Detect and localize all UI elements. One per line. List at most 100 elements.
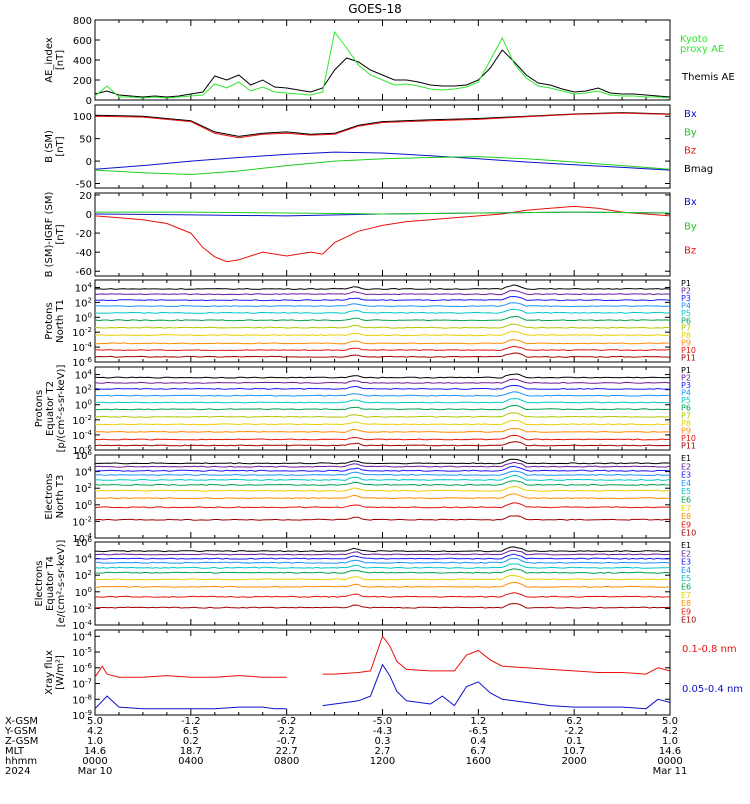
ae-ytick-label: 0 xyxy=(86,96,92,107)
pe-series-P6 xyxy=(94,404,671,411)
pe-series-P8 xyxy=(94,419,671,426)
ee-series-E6 xyxy=(94,568,671,574)
xray-ylabel: Xray flux xyxy=(44,650,55,695)
bsm-frame xyxy=(94,104,671,189)
xray-ylabel: [W/m²] xyxy=(55,655,66,690)
xray-ytick-label: 10-8 xyxy=(72,693,92,706)
xaxis-value: 22.7 xyxy=(276,746,298,757)
pn-ylabel: Protons xyxy=(44,302,55,339)
xaxis-row-label: X-GSM xyxy=(5,716,38,727)
pe-series-P4 xyxy=(94,391,670,397)
bdiff-ytick-label: 0 xyxy=(86,210,92,221)
xaxis-value: 0000 xyxy=(657,756,682,767)
bdiff-series-Bz xyxy=(94,205,671,263)
bdiff-ylabel: B (SM)-IGRF (SM) xyxy=(44,192,55,278)
ee-series-E7 xyxy=(94,574,671,581)
en-series-E2 xyxy=(94,461,671,468)
pe-legend-p2: P2 xyxy=(681,374,691,383)
xaxis-value: 0400 xyxy=(178,756,203,767)
en-series-E9 xyxy=(94,502,671,509)
ee-ytick-label: 102 xyxy=(75,569,92,582)
pn-legend-p7: P7 xyxy=(681,324,691,333)
ee-legend-e1: E1 xyxy=(681,541,691,550)
ee-legend-e6: E6 xyxy=(681,583,691,592)
xaxis-value: -1.2 xyxy=(181,716,201,727)
ee-legend-e2: E2 xyxy=(681,549,691,558)
plot-title: GOES-18 xyxy=(348,2,402,16)
ae-ytick-label: 800 xyxy=(73,16,92,27)
pn-ytick-label: 10-2 xyxy=(72,326,92,339)
ee-series-E5 xyxy=(94,563,671,569)
pn-series-P11 xyxy=(94,352,671,358)
ee-ytick-label: 10-2 xyxy=(72,602,92,615)
xray-legend-long: 0.1-0.8 nm xyxy=(682,644,737,655)
ae-ylabel: AE_index xyxy=(44,37,55,83)
en-legend-e7: E7 xyxy=(681,504,691,513)
pn-ytick-label: 102 xyxy=(75,296,92,309)
en-series-E1 xyxy=(94,458,671,465)
en-legend-e1: E1 xyxy=(681,454,691,463)
xaxis-value: 0.1 xyxy=(566,736,582,747)
ee-ylabel: Equator T4 xyxy=(45,556,56,611)
pn-series-P1 xyxy=(94,284,671,290)
en-series-E7 xyxy=(94,485,671,492)
bdiff-legend-bx: Bx xyxy=(684,197,697,208)
ee-series-E8 xyxy=(94,581,671,588)
pn-series-P8 xyxy=(94,330,671,337)
en-series-E8 xyxy=(94,493,671,500)
bsm-ytick-label: -50 xyxy=(76,180,92,191)
ee-series-E9 xyxy=(94,592,670,598)
en-legend-e3: E3 xyxy=(681,471,691,480)
pe-ytick-label: 100 xyxy=(75,399,92,412)
ee-legend-e5: E5 xyxy=(681,574,691,583)
pn-legend-p3: P3 xyxy=(681,294,691,303)
bsm-ytick-label: 100 xyxy=(73,112,92,123)
pe-series-P3 xyxy=(94,384,670,390)
xray-ytick-label: 10-5 xyxy=(72,646,92,659)
en-legend-e5: E5 xyxy=(681,487,691,496)
ee-legend-e4: E4 xyxy=(681,566,691,575)
xaxis-value: 14.6 xyxy=(659,746,681,757)
ee-ytick-label: 104 xyxy=(75,553,93,566)
xaxis-value: 1.0 xyxy=(87,736,103,747)
bsm-series-Bmag xyxy=(94,112,671,137)
en-legend-e8: E8 xyxy=(681,512,691,521)
ee-legend-e7: E7 xyxy=(681,591,691,600)
bsm-legend-bz: Bz xyxy=(684,146,696,157)
ee-legend-e3: E3 xyxy=(681,558,691,567)
xaxis-value: 1.2 xyxy=(470,716,486,727)
pe-ytick-label: 10-2 xyxy=(72,414,92,427)
bdiff-frame xyxy=(94,192,671,277)
xray-series-0-1-0-8-nm xyxy=(322,635,671,675)
pn-legend-p8: P8 xyxy=(681,331,691,340)
xaxis-value: 4.2 xyxy=(87,726,103,737)
xray-series-0-05-0-4-nm xyxy=(94,695,287,710)
pe-series-P1 xyxy=(94,373,671,379)
en-legend-e6: E6 xyxy=(681,496,691,505)
pe-ytick-label: 104 xyxy=(75,369,93,382)
ae-series-Kyoto-proxy-AE xyxy=(94,30,671,99)
bsm-ylabel: [nT] xyxy=(55,136,66,156)
pn-legend-p2: P2 xyxy=(681,286,691,295)
ee-ylabel: [e/(cm²-s-sr-keV)] xyxy=(56,540,67,628)
xray-frame xyxy=(94,629,671,716)
en-legend-e9: E9 xyxy=(681,520,691,529)
bsm-series-By xyxy=(94,156,671,176)
en-series-E4 xyxy=(94,470,671,476)
xray-ytick-label: 10-7 xyxy=(72,678,92,691)
en-ytick-label: 102 xyxy=(75,482,92,495)
ae-ytick-label: 600 xyxy=(73,36,92,47)
xaxis-value: -4.3 xyxy=(373,726,393,737)
pe-legend-p9: P9 xyxy=(681,426,691,435)
en-series-E3 xyxy=(94,465,671,472)
pn-legend-p4: P4 xyxy=(681,301,691,310)
bdiff-legend-by: By xyxy=(684,221,697,232)
pe-legend-p10: P10 xyxy=(681,434,696,443)
ae-legend-kyoto: Kyoto xyxy=(680,34,708,45)
en-legend-e2: E2 xyxy=(681,462,691,471)
ae-legend-themis: Themis AE xyxy=(681,72,735,83)
pn-ytick-label: 10-4 xyxy=(72,341,92,354)
ee-ytick-label: 106 xyxy=(75,536,93,549)
xaxis-value: 10.7 xyxy=(563,746,585,757)
pn-series-P10 xyxy=(94,345,671,352)
